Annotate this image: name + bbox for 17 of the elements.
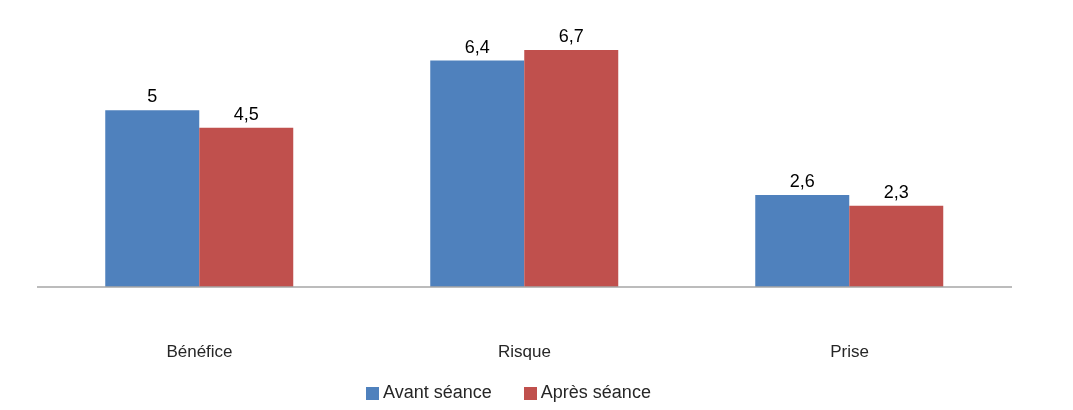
data-label: 5 (147, 86, 158, 107)
bar (524, 50, 619, 287)
x-tick-label: Risque (498, 342, 551, 361)
data-label: 2,3 (883, 181, 909, 202)
data-label: 6,4 (464, 36, 490, 57)
bar (849, 205, 944, 287)
data-label: 4,5 (233, 103, 259, 124)
x-tick-label: Bénéfice (166, 342, 233, 361)
bar (105, 110, 200, 287)
data-label: 2,6 (789, 171, 815, 192)
data-label: 6,7 (558, 26, 584, 46)
bar (430, 60, 525, 287)
x-tick-label: Prise (830, 342, 869, 361)
bar (199, 127, 294, 287)
legend-label: Avant séance (383, 382, 492, 402)
legend-label: Après séance (540, 382, 651, 402)
bar (755, 195, 850, 287)
